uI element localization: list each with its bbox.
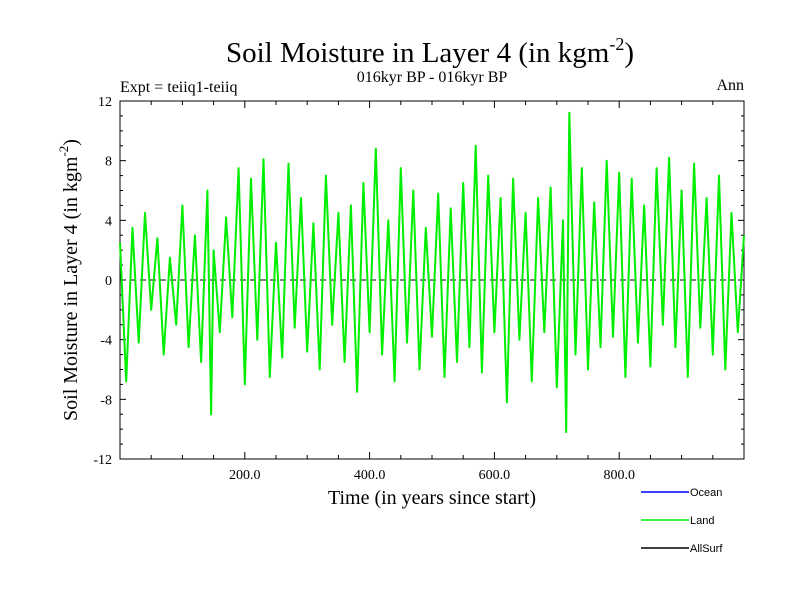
legend: Ocean Land AllSurf: [641, 487, 723, 555]
x-axis-label: Time (in years since start): [328, 487, 536, 509]
season-label: Ann: [716, 77, 744, 94]
y-tick-label: -4: [100, 334, 112, 349]
x-tick-label: 600.0: [479, 468, 511, 483]
x-axis: 200.0 400.0 600.0 800.0: [150, 101, 714, 483]
y-tick-label: 0: [105, 274, 112, 289]
chart-title: Soil Moisture in Layer 4 (in kgm-2): [226, 34, 634, 69]
y-tick-label: 4: [105, 214, 112, 229]
legend-label-allsurf: AllSurf: [690, 543, 723, 555]
legend-label-land: Land: [690, 515, 714, 527]
y-tick-label: 8: [105, 155, 112, 170]
y-axis-label: Soil Moisture in Layer 4 (in kgm-2): [56, 139, 82, 421]
chart-subtitle: 016kyr BP - 016kyr BP: [357, 69, 508, 86]
x-tick-label: 200.0: [229, 468, 261, 483]
y-axis: -12 -8 -4 0 4 8 12: [93, 95, 744, 468]
series-line-land: [119, 111, 745, 434]
x-tick-label: 400.0: [354, 468, 386, 483]
experiment-label: Expt = teiiq1-teiiq: [120, 79, 237, 96]
legend-label-ocean: Ocean: [690, 487, 722, 499]
x-tick-label: 800.0: [603, 468, 635, 483]
y-tick-label: 12: [98, 95, 112, 110]
y-tick-label: -8: [100, 393, 112, 408]
y-tick-label: -12: [93, 453, 112, 468]
